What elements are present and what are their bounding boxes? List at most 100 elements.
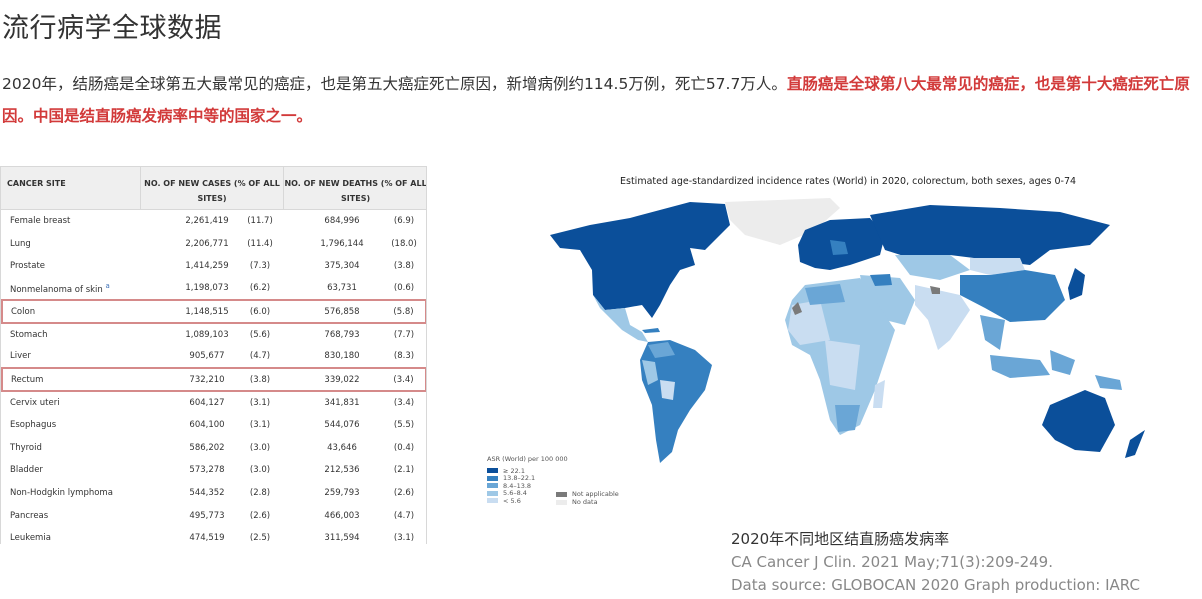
cell-new-deaths-text: 768,793 <box>324 329 360 340</box>
cell-site: Liver <box>2 346 138 369</box>
cell-new-deaths-text: 259,793 <box>324 488 360 499</box>
table-row: Female breast 2,261,419 (11.7) 684,996 (6.9) <box>2 210 426 233</box>
cell-new-deaths: 1,796,144 <box>282 232 382 255</box>
cell-new-cases: 544,352 <box>138 482 238 505</box>
legend-swatch <box>556 491 567 497</box>
cell-site: Nonmelanoma of skin a <box>2 278 138 301</box>
cell-new-cases: 474,519 <box>138 527 238 544</box>
cell-new-deaths-pct: (5.8) <box>382 299 426 324</box>
cell-new-deaths-text: 544,076 <box>324 420 360 431</box>
cell-site-text: Lung <box>10 238 31 249</box>
cell-new-cases-pct: (3.1) <box>238 414 282 437</box>
cell-new-cases-pct-text: (4.7) <box>249 351 271 362</box>
cell-new-deaths-pct: (6.9) <box>382 210 426 233</box>
cell-new-deaths-text: 339,022 <box>324 374 360 385</box>
cell-new-deaths-text: 1,796,144 <box>320 238 364 249</box>
cell-new-deaths: 375,304 <box>282 255 382 278</box>
legend-label: 5.6–8.4 <box>503 489 527 498</box>
cell-new-cases-pct: (5.6) <box>238 323 282 346</box>
cell-new-deaths-pct: (3.1) <box>382 527 426 544</box>
cell-new-cases-pct-text: (2.8) <box>249 488 271 499</box>
cell-new-deaths-pct: (7.7) <box>382 323 426 346</box>
cell-site-text: Prostate <box>10 261 46 272</box>
table-row: Cervix uteri 604,127 (3.1) 341,831 (3.4) <box>2 391 426 414</box>
table-row: Esophagus 604,100 (3.1) 544,076 (5.5) <box>2 414 426 437</box>
cell-site: Prostate <box>2 255 138 278</box>
page-title: 流行病学全球数据 <box>2 13 222 44</box>
cell-new-deaths-pct-text: (2.1) <box>393 465 415 476</box>
cell-site: Thyroid <box>2 436 138 459</box>
cell-new-cases-pct: (3.8) <box>238 367 282 392</box>
table-row: Stomach 1,089,103 (5.6) 768,793 (7.7) <box>2 323 426 346</box>
cell-new-cases-text: 474,519 <box>189 533 225 544</box>
cell-new-deaths-text: 466,003 <box>324 510 360 521</box>
cell-site-text: Pancreas <box>10 510 49 521</box>
legend-swatch <box>487 483 498 489</box>
cell-new-deaths: 544,076 <box>282 414 382 437</box>
cell-new-deaths-pct-text: (8.3) <box>393 351 415 362</box>
cell-new-cases-text: 732,210 <box>189 374 225 385</box>
cell-new-deaths-text: 375,304 <box>324 261 360 272</box>
cell-new-cases-pct-text: (3.1) <box>249 420 271 431</box>
cell-new-cases-text: 604,100 <box>189 420 225 431</box>
cell-new-deaths: 466,003 <box>282 504 382 527</box>
cell-new-cases-text: 604,127 <box>189 397 225 408</box>
intro-paragraph: 2020年，结肠癌是全球第五大最常见的癌症，也是第五大癌症死亡原因，新增病例约1… <box>2 68 1202 132</box>
cell-site-text: Female breast <box>10 215 71 226</box>
table-row: Liver 905,677 (4.7) 830,180 (8.3) <box>2 346 426 369</box>
cell-new-cases: 604,100 <box>138 414 238 437</box>
cell-new-deaths-pct: (3.8) <box>382 255 426 278</box>
cell-site-text: Cervix uteri <box>10 397 60 408</box>
cell-site: Rectum <box>1 367 138 392</box>
legend-item: < 5.6 <box>487 497 568 505</box>
cell-site-text: Non-Hodgkin lymphoma <box>10 488 113 499</box>
cell-site: Leukemia <box>2 527 138 544</box>
cell-new-cases: 586,202 <box>138 436 238 459</box>
cell-new-cases-text: 1,414,259 <box>185 261 229 272</box>
cell-new-cases: 1,414,259 <box>138 255 238 278</box>
cell-new-deaths: 830,180 <box>282 346 382 369</box>
footnote-marker[interactable]: a <box>105 281 110 290</box>
cell-new-cases-pct-text: (3.8) <box>249 374 271 385</box>
table-row: Nonmelanoma of skin a 1,198,073 (6.2) 63,73… <box>2 278 426 301</box>
header-new-deaths: NO. OF NEW DEATHS (% OF ALL SITES) <box>283 167 426 210</box>
cell-new-cases-pct-text: (6.2) <box>249 283 271 294</box>
cell-new-deaths-text: 341,831 <box>324 397 360 408</box>
legend-label: 8.4–13.8 <box>503 481 532 490</box>
cell-new-deaths: 63,731 <box>282 278 382 301</box>
cell-new-deaths-pct-text: (0.4) <box>393 442 415 453</box>
table-row: Rectum 732,210 (3.8) 339,022 (3.4) <box>1 367 426 392</box>
cell-new-cases-pct-text: (11.4) <box>247 238 273 249</box>
legend-label: 13.8–22.1 <box>503 474 536 483</box>
cell-new-deaths-pct-text: (5.8) <box>393 306 414 317</box>
table-row: Lung 2,206,771 (11.4) 1,796,144 (18.0) <box>2 232 426 255</box>
cell-new-deaths: 212,536 <box>282 459 382 482</box>
cell-site-text: Liver <box>10 351 31 362</box>
greenland-region <box>725 198 840 245</box>
cell-new-deaths-pct-text: (4.7) <box>393 510 415 521</box>
cell-new-deaths: 311,594 <box>282 527 382 544</box>
cell-new-cases: 1,089,103 <box>138 323 238 346</box>
legend-swatch <box>487 490 498 496</box>
caption-title: 2020年不同地区结直肠癌发病率 <box>731 530 950 548</box>
table-row: Pancreas 495,773 (2.6) 466,003 (4.7) <box>2 504 426 527</box>
cell-new-deaths: 684,996 <box>282 210 382 233</box>
cell-new-cases-pct-text: (3.1) <box>249 397 271 408</box>
cell-new-deaths-text: 212,536 <box>324 465 360 476</box>
table-row: Prostate 1,414,259 (7.3) 375,304 (3.8) <box>2 255 426 278</box>
legend-swatch <box>487 468 498 474</box>
header-new-cases: NO. OF NEW CASES (% OF ALL SITES) <box>140 167 285 210</box>
cell-new-deaths: 43,646 <box>282 436 382 459</box>
cell-new-cases: 1,198,073 <box>138 278 238 301</box>
cell-new-cases-pct-text: (2.6) <box>249 510 271 521</box>
cell-new-cases-pct-text: (11.7) <box>247 215 273 226</box>
cell-new-cases-text: 2,261,419 <box>185 215 229 226</box>
cell-site-text: Nonmelanoma of skin <box>10 284 103 295</box>
legend-label: Not applicable <box>572 490 619 498</box>
table-row: Colon 1,148,515 (6.0) 576,858 (5.8) <box>1 299 426 324</box>
cell-new-deaths-pct: (2.1) <box>382 459 426 482</box>
cell-site-text: Stomach <box>10 329 48 340</box>
caption-citation: CA Cancer J Clin. 2021 May;71(3):209-249… <box>731 553 1053 571</box>
cell-new-deaths-pct: (3.4) <box>382 391 426 414</box>
cell-site-text: Rectum <box>11 374 44 385</box>
